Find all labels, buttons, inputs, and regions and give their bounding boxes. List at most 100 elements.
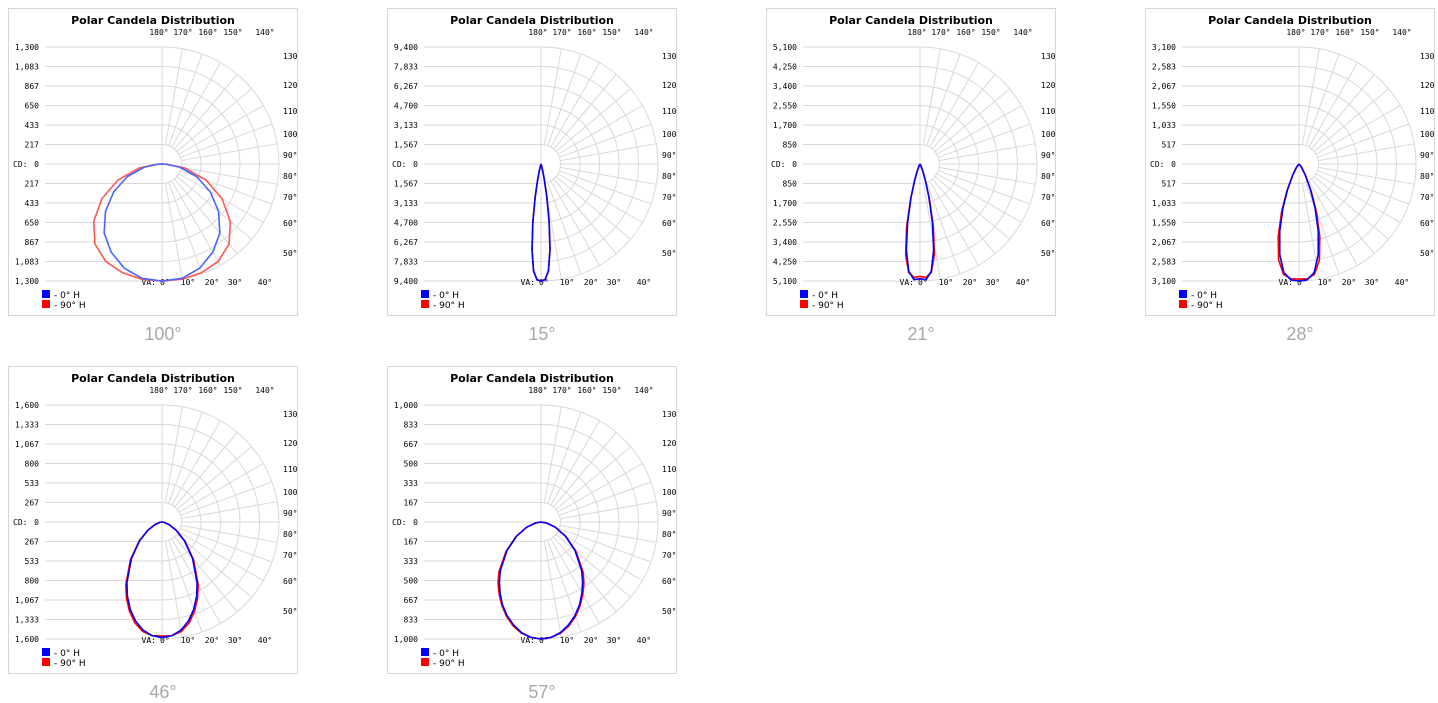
grid-spoke	[922, 48, 941, 145]
va-axis-label: VA:	[142, 636, 156, 645]
cd-tick-label: 267	[25, 499, 40, 508]
angle-label-right: 60°	[662, 577, 676, 586]
polar-candela-chart: Polar Candela Distribution 1,000 833 667 500…	[392, 372, 676, 669]
angle-label-top: 160°	[1335, 28, 1354, 37]
angle-label-right: 70°	[1041, 193, 1055, 202]
angle-label-bottom: 30°	[228, 636, 242, 645]
cd-tick-label: 2,550	[773, 102, 797, 111]
legend-swatch-0h	[421, 648, 429, 656]
angle-label-bottom: 20°	[1342, 278, 1356, 287]
grid-spoke	[1318, 166, 1415, 185]
grid-spoke	[555, 88, 631, 152]
angle-label-right: 90°	[283, 151, 297, 160]
chart-title: Polar Candela Distribution	[1208, 14, 1372, 27]
legend-label: - 90° H	[54, 659, 86, 669]
cd-tick-label: 800	[25, 460, 40, 469]
cd-tick-label: 0	[792, 160, 797, 169]
angle-label-top: 160°	[577, 386, 596, 395]
grid-spoke	[929, 62, 979, 148]
angle-label-right: 120°	[1041, 81, 1055, 90]
beam-angle-label: 21°	[907, 324, 935, 344]
cd-tick-label: 9,400	[394, 277, 418, 286]
angle-label-right: 100°	[1041, 130, 1055, 139]
grid-spoke	[168, 411, 203, 504]
grid-spoke	[178, 531, 264, 581]
cd-tick-label: 533	[25, 557, 40, 566]
beam-angle-label: 28°	[1286, 324, 1314, 344]
cd-tick-label: 1,067	[15, 440, 39, 449]
cd-tick-label: 667	[404, 596, 419, 605]
grid-spoke	[938, 170, 1031, 205]
va-axis-label: VA:	[1279, 278, 1293, 287]
angle-label-bottom: 0°	[1297, 278, 1307, 287]
angle-label-right: 50°	[283, 607, 297, 616]
angle-label-top: 160°	[198, 386, 217, 395]
angle-label-top: 170°	[1310, 28, 1329, 37]
angle-label-right: 100°	[1420, 130, 1434, 139]
grid-spoke	[1308, 180, 1358, 266]
angle-label-top: 170°	[173, 386, 192, 395]
cd-tick-label: 3,100	[1152, 43, 1176, 52]
cd-tick-label: 1,300	[15, 43, 39, 52]
angle-label-top: 140°	[1392, 28, 1411, 37]
grid-spoke	[547, 182, 582, 275]
angle-label-right: 80°	[662, 172, 676, 181]
va-axis-label: VA:	[521, 278, 535, 287]
cd-tick-label: 2,583	[1152, 258, 1176, 267]
cd-tick-label: 0	[413, 160, 418, 169]
cd-tick-label: 7,833	[394, 258, 418, 267]
angle-label-bottom: 0°	[539, 636, 549, 645]
cd-tick-label: 833	[404, 421, 419, 430]
angle-label-right: 80°	[662, 530, 676, 539]
angle-label-bottom: 40°	[1016, 278, 1030, 287]
angle-label-right: 130°	[283, 410, 297, 419]
cd-tick-label: 1,300	[15, 277, 39, 286]
series-curve-0h	[1278, 163, 1320, 282]
legend-swatch-90h	[1179, 300, 1187, 308]
angle-label-bottom: 0°	[160, 278, 170, 287]
angle-label-bottom: 40°	[1395, 278, 1409, 287]
grid-spoke	[936, 173, 1022, 223]
cd-tick-label: 867	[25, 238, 40, 247]
angle-label-right: 100°	[283, 488, 297, 497]
grid-spoke	[543, 541, 562, 638]
grid-spoke	[557, 173, 643, 223]
cd-tick-label: 4,250	[773, 258, 797, 267]
grid-spoke	[543, 406, 562, 503]
grid-spoke	[938, 123, 1031, 158]
grid-spoke	[164, 183, 183, 280]
chart-frame: Polar Candela Distribution 1,600 1,333 1,06…	[8, 366, 298, 674]
grid-spoke	[550, 420, 600, 506]
cd-tick-label: 1,333	[15, 421, 39, 430]
grid-spoke	[1305, 53, 1340, 146]
cd-tick-label: 1,000	[394, 401, 418, 410]
angle-label-bottom: 0°	[539, 278, 549, 287]
grid-arc	[1298, 144, 1319, 184]
cd-tick-label: 4,700	[394, 219, 418, 228]
angle-label-top: 170°	[931, 28, 950, 37]
grid-spoke	[168, 53, 203, 146]
cd-tick-label: 3,400	[773, 82, 797, 91]
polar-candela-chart: Polar Candela Distribution 1,300 1,083 867 6…	[13, 14, 297, 311]
grid-spoke	[560, 524, 657, 543]
angle-label-right: 110°	[1420, 107, 1434, 116]
cd-tick-label: 500	[404, 460, 419, 469]
angle-label-top: 180°	[528, 386, 547, 395]
series-curve-0h	[531, 163, 551, 282]
grid-spoke	[180, 528, 273, 563]
angle-label-top: 150°	[602, 386, 621, 395]
angle-label-bottom: 40°	[637, 278, 651, 287]
angle-label-bottom: 10°	[181, 636, 195, 645]
legend-label: - 0° H	[433, 291, 459, 301]
series-curve-0h	[498, 521, 584, 640]
angle-label-right: 90°	[1041, 151, 1055, 160]
angle-label-right: 120°	[283, 439, 297, 448]
cd-tick-label: 517	[1162, 180, 1177, 189]
angle-label-right: 130°	[283, 52, 297, 61]
legend-swatch-90h	[42, 658, 50, 666]
angle-label-right: 80°	[1420, 172, 1434, 181]
grid-spoke	[553, 74, 617, 150]
angle-label-right: 130°	[662, 52, 676, 61]
cd-tick-label: 1,083	[15, 258, 39, 267]
angle-label-top: 140°	[634, 28, 653, 37]
